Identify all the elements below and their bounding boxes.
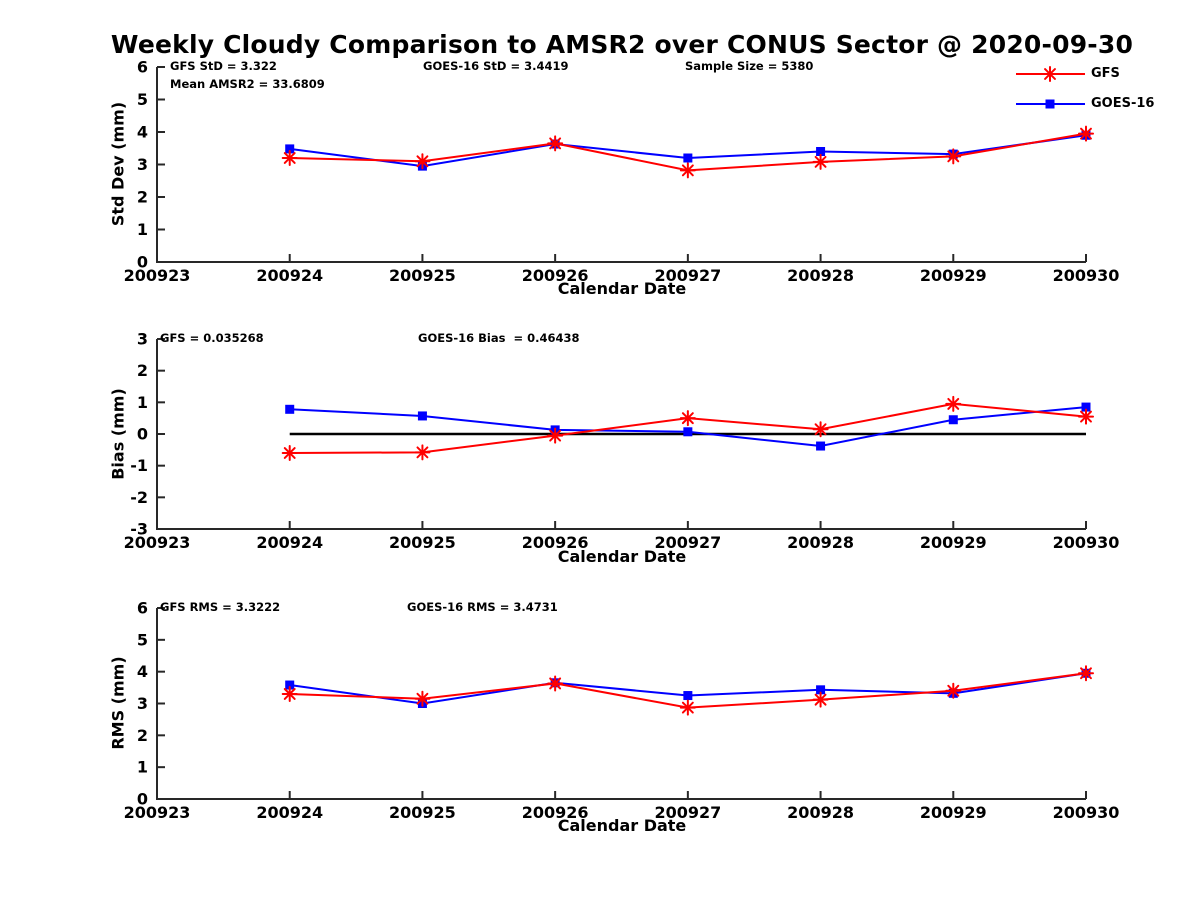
annotation-gfs-bias: GFS = 0.035268 — [160, 331, 264, 345]
annotation-gfs-std: GFS StD = 3.322 — [170, 59, 277, 73]
x-tick-label: 200929 — [920, 266, 987, 285]
y-tick-label: 6 — [137, 599, 148, 618]
x-tick-label: 200927 — [654, 803, 721, 822]
square-marker — [683, 153, 693, 163]
x-tick-label: 200928 — [787, 803, 854, 822]
x-tick-label: 200926 — [522, 266, 589, 285]
x-tick-label: 200924 — [256, 266, 323, 285]
y-tick-label: 1 — [137, 220, 148, 239]
y-tick-label: 5 — [137, 630, 148, 649]
x-axis-label-stddev: Calendar Date — [557, 279, 687, 298]
y-ticks: -3 -2 -1 0 1 2 3 — [130, 330, 165, 539]
annotation-goes16-rms: GOES-16 RMS = 3.4731 — [407, 600, 558, 614]
square-marker — [417, 411, 427, 421]
square-marker — [683, 427, 693, 437]
y-tick-label: 3 — [137, 330, 148, 349]
goes-16-markers — [285, 402, 1091, 451]
subplot-bias: -3 -2 -1 0 1 2 3 200923 200924 200925 200926 200927… — [124, 330, 1120, 553]
x-tick-label: 200928 — [787, 266, 854, 285]
x-tick-label: 200929 — [920, 533, 987, 552]
x-tick-label: 200927 — [654, 266, 721, 285]
square-marker — [948, 415, 958, 425]
x-tick-label: 200930 — [1053, 533, 1120, 552]
x-tick-label: 200923 — [124, 533, 191, 552]
y-tick-label: 2 — [137, 726, 148, 745]
gfs-markers — [281, 125, 1094, 179]
y-tick-label: -1 — [130, 456, 148, 475]
x-tick-label: 200926 — [522, 533, 589, 552]
y-tick-label: 0 — [137, 790, 148, 809]
annotation-goes16-bias: GOES-16 Bias = 0.46438 — [418, 331, 580, 345]
y-tick-label: 3 — [137, 694, 148, 713]
x-tick-label: 200925 — [389, 803, 456, 822]
y-tick-label: -3 — [130, 520, 148, 539]
square-marker — [1081, 402, 1091, 412]
y-ticks: 0 1 2 3 4 5 6 — [137, 58, 165, 272]
x-ticks: 200923 200924 200925 200926 200927 200928 2009… — [124, 254, 1120, 285]
square-marker — [285, 144, 295, 154]
gfs-markers — [281, 665, 1094, 716]
x-tick-label: 200925 — [389, 266, 456, 285]
x-tick-label: 200930 — [1053, 803, 1120, 822]
x-tick-label: 200924 — [256, 533, 323, 552]
square-marker — [683, 691, 693, 701]
y-tick-label: 3 — [137, 155, 148, 174]
y-axis-label-bias: Bias (mm) — [108, 388, 128, 480]
y-tick-label: 4 — [137, 123, 148, 142]
x-tick-label: 200925 — [389, 533, 456, 552]
annotation-mean-amsr2: Mean AMSR2 = 33.6809 — [170, 77, 325, 91]
y-tick-label: 0 — [137, 425, 148, 444]
chart-title: Weekly Cloudy Comparison to AMSR2 over C… — [110, 30, 1134, 59]
x-ticks: 200923 200924 200925 200926 200927 200928 2009… — [124, 791, 1120, 822]
square-marker — [816, 441, 826, 451]
y-axis-label-rms: RMS (mm) — [108, 656, 128, 750]
square-marker — [285, 404, 295, 414]
y-tick-label: 2 — [137, 188, 148, 207]
y-tick-label: 4 — [137, 662, 148, 681]
x-tick-label: 200928 — [787, 533, 854, 552]
x-axis-label-bias: Calendar Date — [557, 547, 687, 566]
x-tick-label: 200924 — [256, 803, 323, 822]
annotation-goes16-std: GOES-16 StD = 3.4419 — [423, 59, 569, 73]
y-tick-label: 1 — [137, 393, 148, 412]
square-marker — [285, 680, 295, 690]
annotation-sample-size: Sample Size = 5380 — [685, 59, 814, 73]
x-axis-label-rms: Calendar Date — [557, 816, 687, 835]
annotation-gfs-rms: GFS RMS = 3.3222 — [160, 600, 281, 614]
y-ticks: 0 1 2 3 4 5 6 — [137, 599, 165, 809]
x-tick-label: 200929 — [920, 803, 987, 822]
y-axis-label-stddev: Std Dev (mm) — [108, 101, 128, 227]
x-tick-label: 200923 — [124, 803, 191, 822]
y-tick-label: 6 — [137, 58, 148, 77]
legend — [1016, 66, 1085, 109]
y-tick-label: -2 — [130, 488, 148, 507]
square-marker — [816, 147, 826, 156]
gfs-markers — [281, 395, 1094, 461]
y-tick-label: 5 — [137, 90, 148, 109]
legend-square-marker — [1045, 99, 1055, 109]
square-marker — [816, 685, 826, 695]
legend-label-goes16: GOES-16 — [1091, 96, 1155, 111]
y-tick-label: 1 — [137, 758, 148, 777]
x-tick-label: 200930 — [1053, 266, 1120, 285]
x-ticks: 200923 200924 200925 200926 200927 200928 2009… — [124, 521, 1120, 552]
y-tick-label: 0 — [137, 253, 148, 272]
legend-label-gfs: GFS — [1091, 66, 1120, 81]
x-tick-label: 200923 — [124, 266, 191, 285]
x-tick-label: 200927 — [654, 533, 721, 552]
y-tick-label: 2 — [137, 361, 148, 380]
x-tick-label: 200926 — [522, 803, 589, 822]
